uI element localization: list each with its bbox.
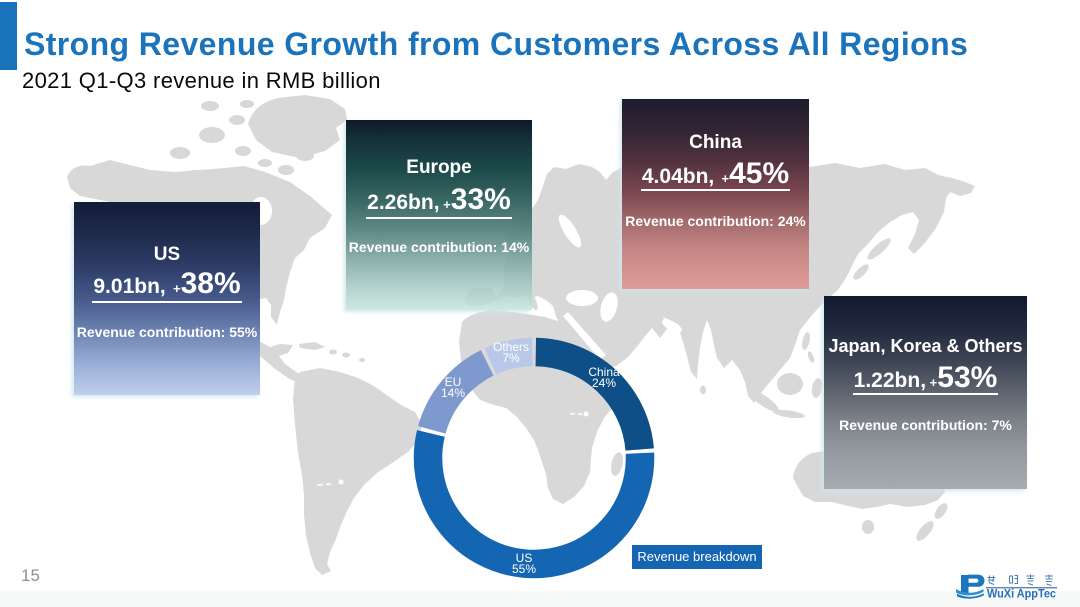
svg-text:WuXi AppTec: WuXi AppTec [987, 588, 1057, 600]
